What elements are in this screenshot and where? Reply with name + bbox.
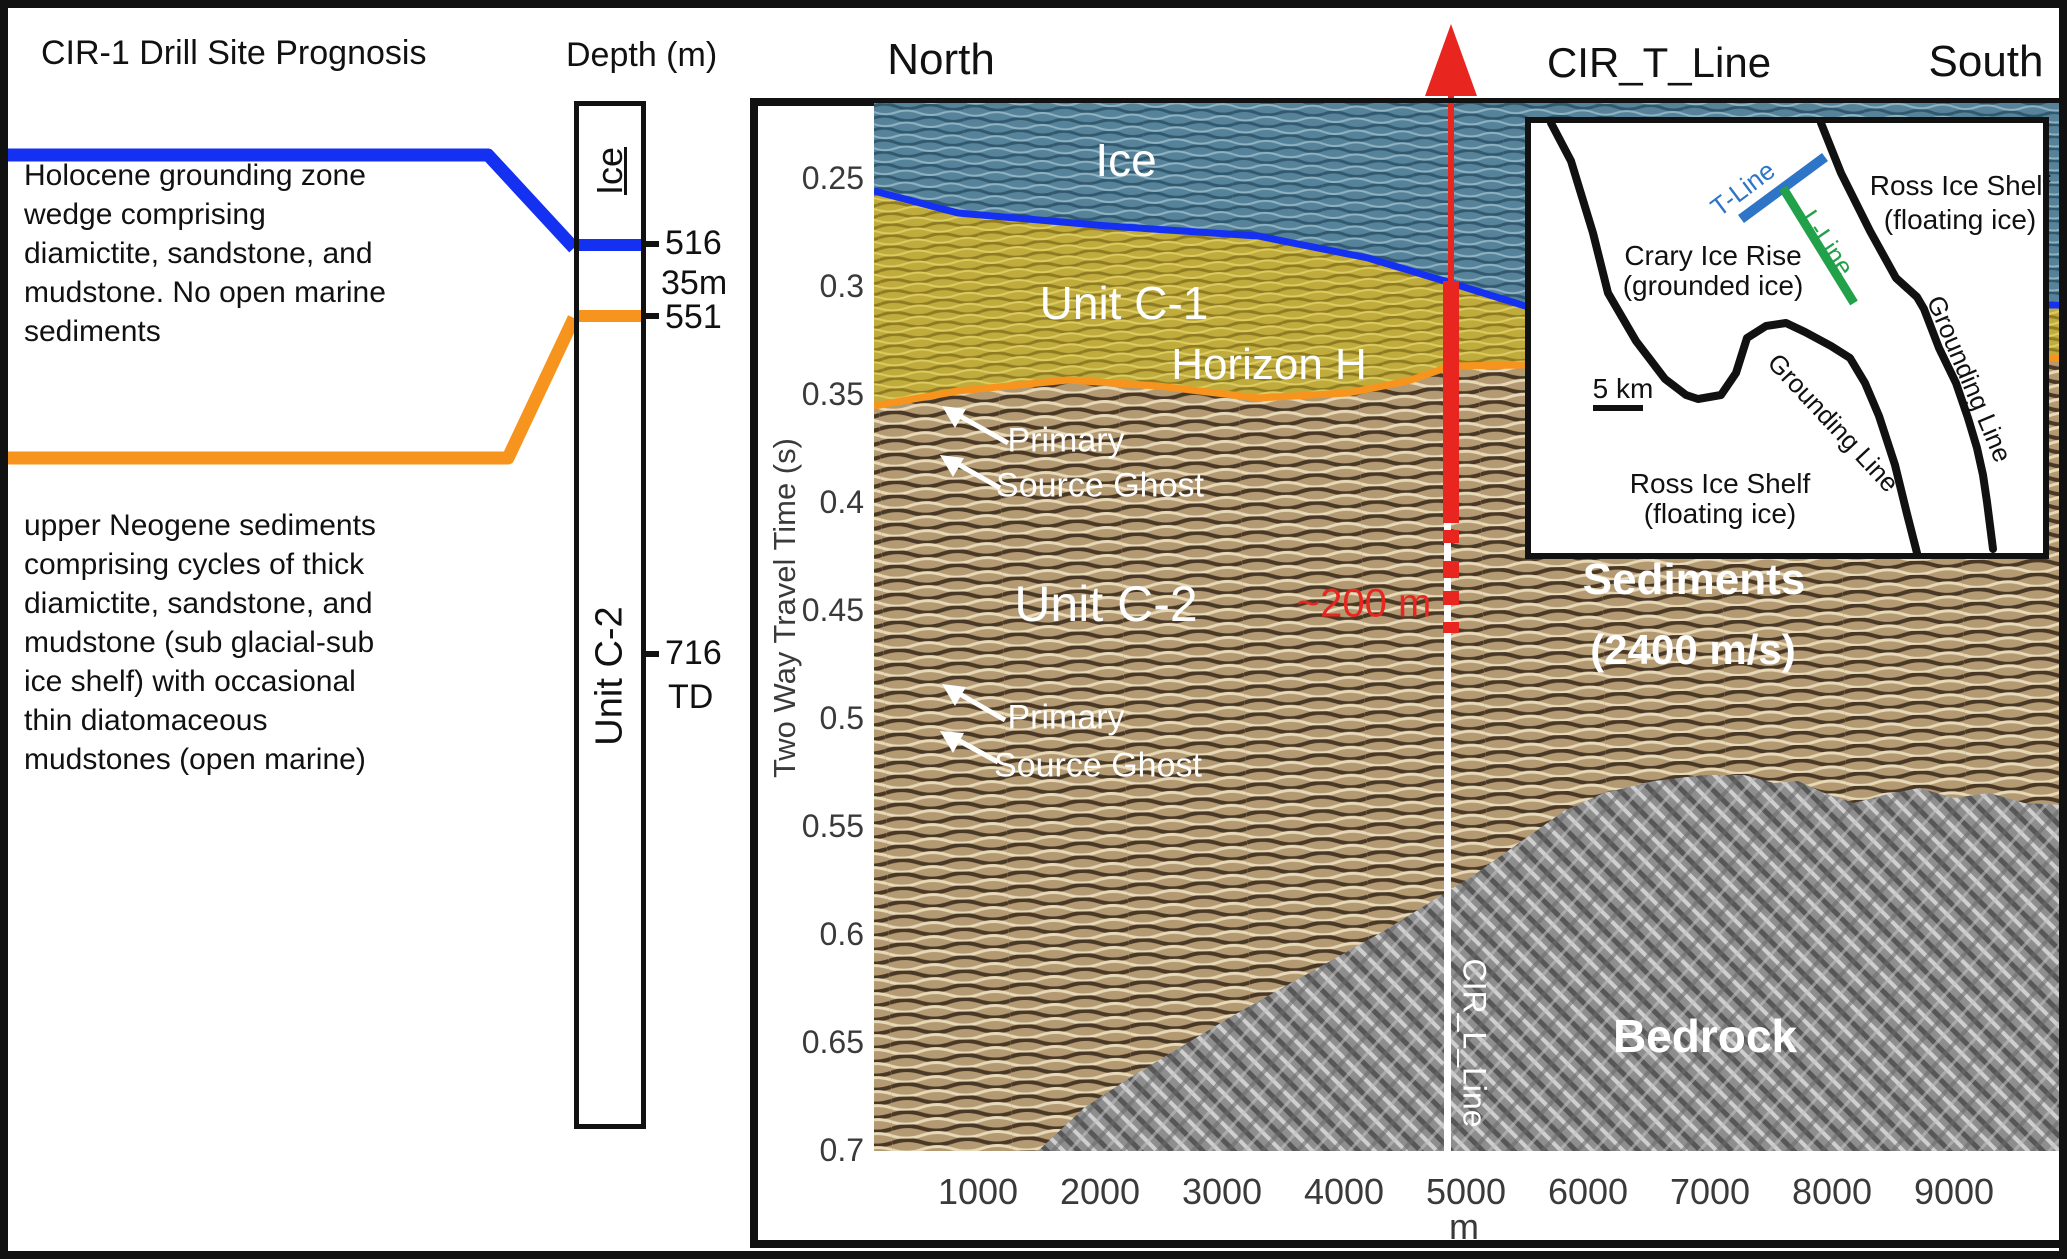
- y-tick: 0.65: [801, 1024, 864, 1060]
- column-ice-label: Ice: [589, 146, 630, 196]
- ross-bottom-line2: (floating ice): [1643, 498, 1797, 529]
- x-tick: 6000: [1547, 1171, 1629, 1212]
- ross-top-line2: (floating ice): [1883, 204, 2037, 235]
- ice-label: Ice: [1095, 134, 1157, 186]
- depth-tick-716: [646, 651, 659, 657]
- y-tick: 0.45: [801, 592, 864, 628]
- sediments-label: Sediments: [1582, 555, 1806, 604]
- blue-connector-line: [8, 148, 579, 253]
- text-line: Holocene grounding zone: [24, 159, 366, 192]
- text-line: wedge comprising: [24, 198, 266, 231]
- y-tick: 0.6: [819, 916, 864, 952]
- connector-lines-layer: [8, 24, 1477, 465]
- thickness-label-35m: 35m: [661, 264, 728, 302]
- ross-bottom-line1: Ross Ice Shelf: [1629, 468, 1811, 499]
- text-line: mudstones (open marine): [24, 743, 366, 776]
- grounding-line-left: [1547, 123, 1921, 553]
- x-tick: 1000: [937, 1171, 1019, 1212]
- drill-dash: [1443, 622, 1459, 633]
- x-tick: 3000: [1181, 1171, 1263, 1212]
- primary-label-2: Primary: [1007, 698, 1125, 737]
- crary-line2: (grounded ice): [1622, 270, 1804, 301]
- unit-c1-label: Unit C-1: [1039, 277, 1209, 329]
- text-line: ice shelf) with occasional: [24, 665, 356, 698]
- y-tick: 0.55: [801, 808, 864, 844]
- scale-label: 5 km: [1592, 373, 1654, 404]
- text-line: diamictite, sandstone, and: [24, 587, 373, 620]
- x-tick: 5000: [1425, 1171, 1507, 1212]
- depth-note-label: ~200 m: [1296, 581, 1432, 626]
- stratigraphic-column: Ice Unit C-2: [574, 101, 646, 1129]
- y-tick: 0.5: [819, 700, 864, 736]
- depth-tick-551: [646, 313, 659, 319]
- figure-title: CIR-1 Drill Site Prognosis: [41, 34, 427, 72]
- neogene-description: upper Neogene sediments comprising cycle…: [24, 506, 376, 779]
- depth-label-551: 551: [665, 298, 722, 336]
- source-ghost-label-1: Source Ghost: [996, 466, 1204, 505]
- text-line: mudstone (sub glacial-sub: [24, 626, 375, 659]
- drill-dash: [1443, 591, 1459, 605]
- y-tick: 0.3: [819, 268, 864, 304]
- y-tick: 0.4: [819, 484, 864, 520]
- source-ghost-label-2: Source Ghost: [994, 746, 1202, 785]
- x-tick: 8000: [1791, 1171, 1873, 1212]
- drill-trajectory: [1443, 103, 1459, 1151]
- inset-map-art: [1547, 123, 1997, 553]
- text-line: upper Neogene sediments: [24, 509, 376, 542]
- x-tick: 9000: [1913, 1171, 1995, 1212]
- text-line: comprising cycles of thick: [24, 548, 365, 581]
- x-tick: 7000: [1669, 1171, 1751, 1212]
- south-label: South: [1928, 37, 2044, 86]
- l-line-segment: [1779, 185, 1858, 306]
- y-tick: 0.35: [801, 376, 864, 412]
- depth-label-516: 516: [665, 224, 722, 262]
- column-516-marker: [579, 239, 641, 251]
- drill-line-name-label: CIR_L_Line: [1456, 958, 1493, 1128]
- crary-line1: Crary Ice Rise: [1624, 240, 1802, 271]
- inset-map: T-Line L-Line Ross Ice Shelf (floating i…: [1525, 117, 2051, 559]
- velocity-label: (2400 m/s): [1590, 626, 1796, 673]
- drill-dash: [1443, 561, 1459, 578]
- drill-line-thick: [1443, 281, 1459, 523]
- horizon-h-label: Horizon H: [1171, 340, 1367, 389]
- y-tick: 0.25: [801, 160, 864, 196]
- scale-bar: [1593, 405, 1643, 411]
- y-tick: 0.7: [819, 1132, 864, 1168]
- column-551-marker: [579, 310, 641, 322]
- text-line: mudstone. No open marine: [24, 276, 386, 309]
- grounding-line-right: [1817, 123, 1997, 553]
- annotation-arrowheads: [940, 406, 966, 753]
- unit-c2-label: Unit C-2: [1014, 576, 1198, 632]
- orange-connector-line: [8, 315, 580, 465]
- column-unit-c2-label: Unit C-2: [588, 606, 631, 746]
- depth-tick-516: [646, 241, 659, 247]
- holocene-description: Holocene grounding zone wedge comprising…: [24, 156, 386, 351]
- ross-top-line1: Ross Ice Shelf: [1869, 170, 2051, 201]
- x-axis-unit: m: [1449, 1206, 1479, 1247]
- seismic-line-title: CIR_T_Line: [1546, 39, 1772, 86]
- annotation-arrows: [954, 412, 1010, 765]
- primary-label-1: Primary: [1007, 421, 1125, 460]
- depth-label-716: 716: [665, 634, 722, 672]
- x-tick: 2000: [1059, 1171, 1141, 1212]
- depth-label-td: TD: [668, 678, 714, 716]
- text-line: thin diatomaceous: [24, 704, 268, 737]
- x-tick: 4000: [1303, 1171, 1385, 1212]
- text-line: sediments: [24, 315, 161, 348]
- drill-line-thin: [1448, 103, 1454, 285]
- text-line: diamictite, sandstone, and: [24, 237, 373, 270]
- depth-axis-title: Depth (m): [566, 36, 718, 74]
- drill-dash: [1443, 530, 1459, 543]
- drill-arrow-icon: [1425, 24, 1477, 96]
- north-label: North: [887, 35, 995, 84]
- bedrock-label: Bedrock: [1612, 1010, 1798, 1062]
- bedrock-region: [1038, 775, 2059, 1151]
- drill-projection-line: [1444, 523, 1451, 1151]
